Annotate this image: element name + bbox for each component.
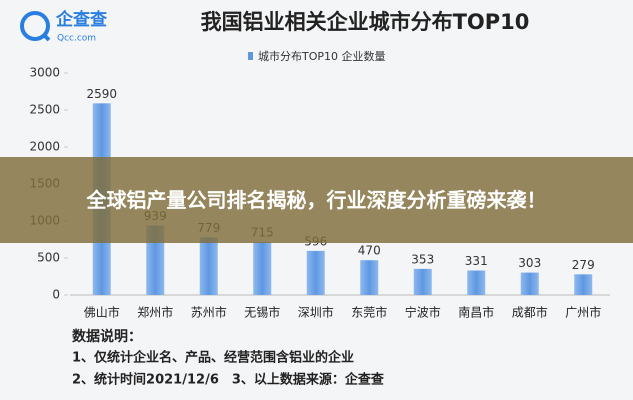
bar: [199, 237, 218, 295]
bar: [360, 260, 379, 295]
legend-swatch: [248, 52, 253, 60]
data-label: 279: [572, 258, 595, 272]
x-tick-label: 成都市: [512, 305, 548, 320]
bar: [413, 268, 432, 295]
bar: [253, 242, 272, 295]
banner: 全球铝产量公司排名揭秘，行业深度分析重磅来袭！: [0, 157, 633, 243]
x-tick-label: 东莞市: [351, 305, 387, 320]
notes-heading: 数据说明：: [72, 328, 142, 345]
x-tick-label: 郑州市: [137, 305, 173, 320]
bar: [574, 274, 593, 295]
data-label: 470: [358, 244, 381, 258]
y-tick-label: 500: [37, 251, 60, 265]
bar: [520, 272, 539, 295]
y-tick-label: 2500: [29, 103, 60, 117]
x-tick-label: 佛山市: [84, 305, 120, 320]
notes-line: 1、仅统计企业名、产品、经营范围含铝业的企业: [72, 350, 354, 366]
x-tick-label: 南昌市: [458, 305, 494, 320]
y-tick-label: 0: [52, 288, 60, 302]
logo-icon-handle: [41, 32, 51, 42]
logo: 企查查: [55, 9, 108, 30]
notes-line: 2、统计时间2021/12/6 3、以上数据来源：企查查: [72, 372, 385, 388]
y-tick-label: 3000: [29, 66, 60, 80]
x-tick-label: 深圳市: [298, 305, 334, 320]
data-label: 353: [411, 252, 434, 266]
data-label: 331: [465, 254, 488, 268]
logo-icon: [20, 11, 50, 41]
bar: [467, 270, 486, 295]
banner-text: 全球铝产量公司排名揭秘，行业深度分析重磅来袭！: [86, 188, 547, 212]
legend-label: 城市分布TOP10 企业数量: [258, 49, 386, 63]
x-tick-label: 宁波市: [405, 305, 441, 320]
y-tick-label: 2000: [29, 140, 60, 154]
bar: [306, 250, 325, 295]
x-tick-label: 苏州市: [191, 305, 227, 320]
logo-sub: Qcc.com: [57, 34, 96, 44]
data-label: 303: [518, 256, 541, 270]
x-tick-label: 无锡市: [244, 305, 280, 320]
data-label: 2590: [86, 87, 117, 101]
chart-title: 我国铝业相关企业城市分布TOP10: [201, 10, 530, 34]
x-tick-label: 广州市: [565, 305, 601, 320]
